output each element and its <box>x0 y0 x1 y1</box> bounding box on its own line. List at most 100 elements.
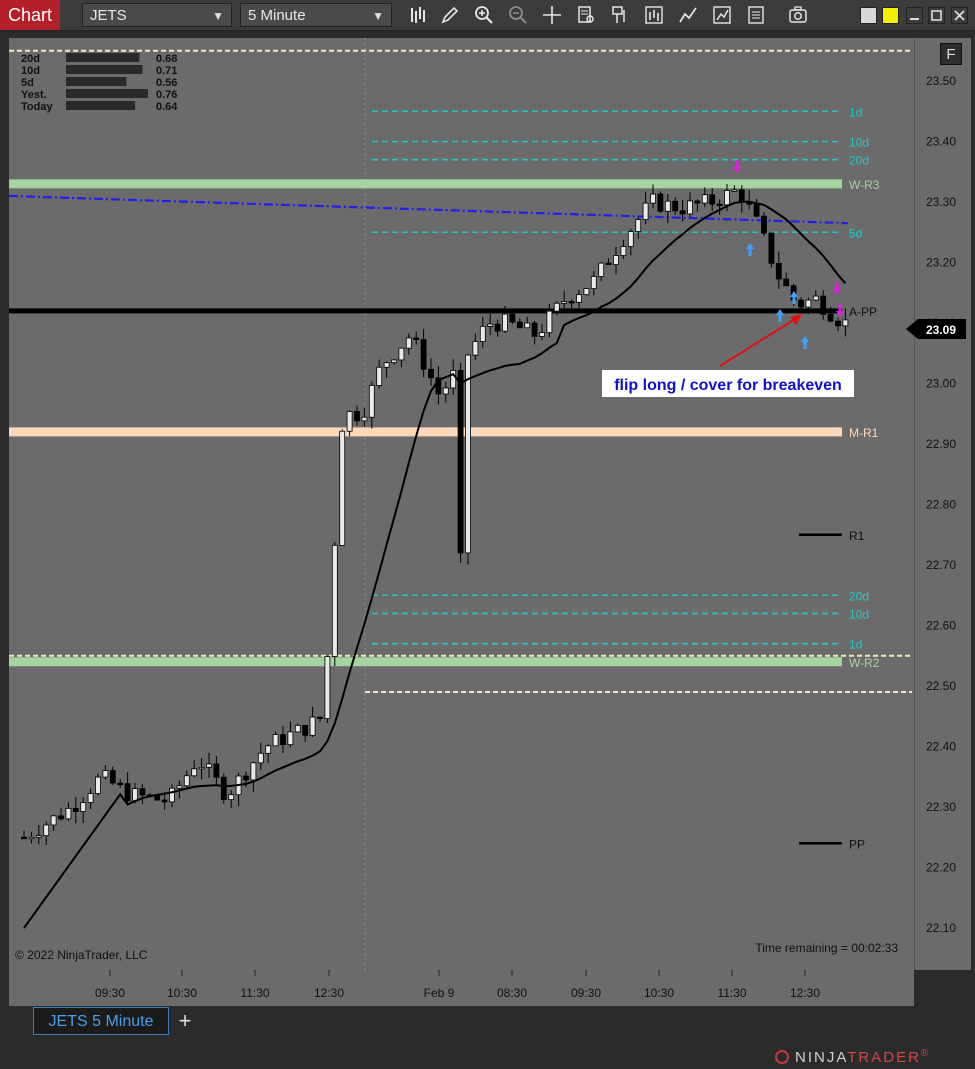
sell-arrow-icon <box>836 304 844 317</box>
candle-body <box>28 836 35 840</box>
candle-body <box>546 310 553 334</box>
current-price-marker <box>906 319 966 340</box>
price-tick-label: 22.80 <box>926 498 956 512</box>
time-tick-label: 10:30 <box>167 986 197 1000</box>
price-axis[interactable] <box>914 38 971 970</box>
pencil-icon[interactable] <box>439 4 461 26</box>
interval-selector[interactable]: 5 Minute ▼ <box>240 3 392 27</box>
volume-stat-label: Yest. <box>21 89 47 101</box>
strategies-icon[interactable] <box>643 4 665 26</box>
level-label: W-R2 <box>849 656 880 670</box>
candle-body <box>405 337 412 349</box>
price-tick-label: 23.30 <box>926 195 956 209</box>
minimize-button[interactable] <box>906 7 923 24</box>
candle-body <box>324 656 331 719</box>
candle-body <box>650 193 656 204</box>
candle-body <box>161 799 168 803</box>
candle-body <box>361 416 368 422</box>
chart-menu-button[interactable]: Chart <box>0 0 60 30</box>
candle-body <box>50 815 57 826</box>
candle-body <box>835 320 841 327</box>
properties-icon[interactable] <box>575 4 597 26</box>
volume-stat-bar <box>66 101 136 110</box>
volume-stat-value: 0.76 <box>156 89 177 101</box>
price-tick-label: 22.60 <box>926 619 956 633</box>
candle-body <box>376 366 383 386</box>
buy-arrow-icon <box>801 336 809 349</box>
candle-body <box>761 215 767 234</box>
level-label: 5d <box>849 226 862 240</box>
candle-body <box>657 193 664 212</box>
candle-body <box>502 313 508 332</box>
level-band <box>9 179 842 189</box>
maximize-button[interactable] <box>928 7 945 24</box>
copyright-text: © 2022 NinjaTrader, LLC <box>15 948 148 962</box>
candle-body <box>590 276 597 289</box>
candle-body <box>287 731 294 745</box>
candle-body <box>694 200 701 204</box>
candle-body <box>102 770 109 778</box>
chart-tab-jets-5-minute[interactable]: JETS 5 Minute <box>33 1007 169 1035</box>
candle-body <box>309 716 316 736</box>
close-button[interactable] <box>951 7 968 24</box>
candle-body <box>842 319 849 327</box>
candle-body <box>568 301 575 304</box>
price-tick-label: 23.40 <box>926 135 956 149</box>
candle-body <box>435 377 442 395</box>
brand-mark: ® <box>920 1048 929 1059</box>
indicators-icon[interactable] <box>677 4 699 26</box>
candle-body <box>753 203 760 217</box>
screenshot-icon[interactable] <box>787 4 809 26</box>
price-tick-label: 22.90 <box>926 437 956 451</box>
chevron-down-icon: ▼ <box>372 9 384 23</box>
volume-stat-label: 5d <box>21 77 34 89</box>
annotation-arrowhead-icon <box>790 314 802 325</box>
candle-body <box>346 411 353 432</box>
add-tab-button[interactable]: + <box>178 1008 192 1033</box>
candle-body <box>280 734 286 745</box>
level-label: 1d <box>849 105 862 119</box>
crosshair-icon[interactable] <box>541 4 563 26</box>
bar-chart-icon[interactable] <box>407 4 429 26</box>
candle-body <box>716 203 723 207</box>
candle-body <box>450 370 457 389</box>
f-button[interactable]: F <box>940 43 962 65</box>
candle-body <box>124 783 131 802</box>
volume-stat-label: 10d <box>21 65 40 77</box>
candle-body <box>642 202 649 220</box>
zoom-out-icon[interactable] <box>507 4 529 26</box>
candle-body <box>368 385 375 418</box>
candle-body <box>524 322 531 329</box>
candle-body <box>80 802 87 812</box>
level-label: 20d <box>849 589 869 603</box>
instrument-selector[interactable]: JETS ▼ <box>82 3 232 27</box>
price-tick-label: 22.40 <box>926 740 956 754</box>
price-tick-label: 22.10 <box>926 921 956 935</box>
candle-body <box>679 210 686 215</box>
templates-icon[interactable] <box>711 4 733 26</box>
candle-body <box>35 835 42 838</box>
level-label: 10d <box>849 607 869 621</box>
instrument-value: JETS <box>90 7 127 24</box>
candle-body <box>250 762 257 781</box>
link-color-gray-button[interactable] <box>860 7 877 24</box>
template-lines-icon[interactable] <box>745 4 767 26</box>
zoom-in-icon[interactable] <box>473 4 495 26</box>
annotation-box <box>602 370 854 397</box>
price-tick-label: 22.70 <box>926 558 956 572</box>
candle-body <box>494 323 501 332</box>
candle-body <box>598 262 605 277</box>
candle-body <box>531 322 538 337</box>
time-axis[interactable] <box>9 970 914 1006</box>
price-chart: 1d10d20dW-R35dA-PPM-R1R120d10d1dW-R2PPfl… <box>8 38 966 1000</box>
candle-body <box>687 200 693 215</box>
data-box-icon[interactable] <box>609 4 631 26</box>
volume-stat-bar <box>66 77 127 86</box>
candle-body <box>672 200 679 212</box>
candle-body <box>479 325 486 342</box>
link-color-yellow-button[interactable] <box>882 7 899 24</box>
time-remaining-text: Time remaining = 00:02:33 <box>755 941 898 955</box>
candle-body <box>228 794 235 801</box>
candle-body <box>724 190 730 206</box>
candle-body <box>198 766 205 770</box>
